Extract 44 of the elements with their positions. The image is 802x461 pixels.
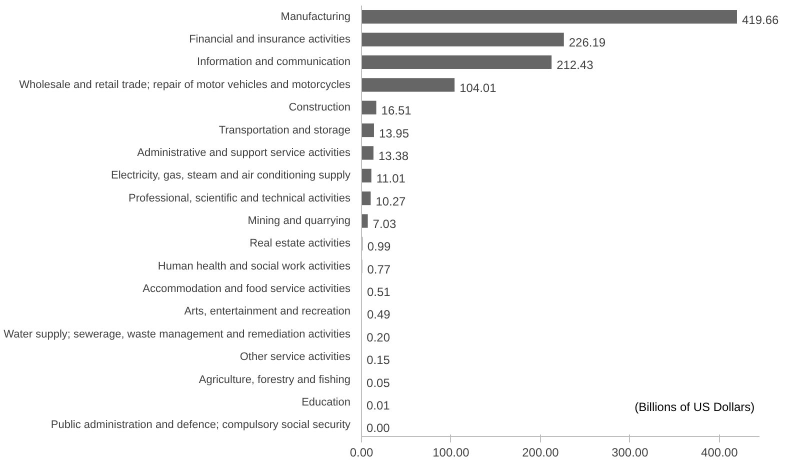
data-label: 7.03: [372, 217, 396, 231]
data-label: 13.95: [378, 126, 410, 140]
y-tick-label: Other service activities: [240, 351, 351, 364]
y-tick-label: Education: [302, 396, 351, 408]
data-label: 226.19: [568, 36, 606, 50]
y-tick-label: Human health and social work activities: [158, 260, 351, 272]
data-label: 419.66: [742, 12, 780, 27]
y-tick-label: Professional, scientific and technical activities: [128, 192, 351, 204]
annotation: (Billions of US Dollars): [634, 400, 755, 414]
y-tick-label: Real estate activities: [250, 238, 351, 250]
y-tick-label: Public administration and defence; compulsory social security: [50, 419, 351, 432]
x-tick-label: 100.00: [432, 446, 470, 460]
y-tick-label: Agriculture, forestry and fishing: [198, 374, 351, 386]
data-label: 11.01: [376, 172, 406, 186]
data-label: 0.49: [366, 308, 391, 322]
y-tick-label: Transportation and storage: [218, 124, 351, 136]
data-label: 10.27: [376, 194, 406, 208]
data-label: 0.15: [366, 353, 390, 368]
data-label: 104.01: [460, 80, 497, 95]
x-tick-label: 0.00: [350, 446, 374, 460]
y-tick-label: Water supply; sewerage, waste management and remediation activities: [4, 328, 351, 340]
x-tick-label: 300.00: [612, 446, 649, 460]
x-tick-label: 400.00: [701, 446, 738, 460]
y-tick-label: Wholesale and retail trade; repair of motor vehicles and motorcycles: [19, 78, 351, 91]
data-label: 0.51: [366, 285, 391, 300]
data-label: 0.77: [367, 262, 391, 276]
y-tick-label: Manufacturing: [280, 10, 351, 23]
data-label: 0.00: [366, 421, 390, 436]
data-label: 212.43: [556, 58, 594, 72]
data-label: 16.51: [381, 104, 412, 118]
y-tick-label: Arts, entertainment and recreation: [184, 306, 350, 318]
y-tick-label: Administrative and support service activities: [137, 146, 351, 159]
data-label: 0.01: [366, 398, 390, 412]
data-label: 13.38: [378, 148, 409, 163]
x-tick-label: 200.00: [522, 446, 560, 460]
y-tick-label: Information and communication: [197, 56, 350, 68]
data-label: 0.99: [367, 240, 392, 254]
y-tick-label: Accommodation and food service activities: [142, 283, 351, 296]
y-tick-label: Mining and quarrying: [248, 215, 351, 227]
data-label: 0.05: [366, 376, 390, 390]
data-label: 0.20: [366, 330, 390, 344]
y-tick-label: Electricity, gas, steam and air conditioning supply: [111, 170, 351, 182]
y-tick-label: Financial and insurance activities: [189, 34, 351, 46]
y-tick-label: Construction: [288, 102, 351, 114]
